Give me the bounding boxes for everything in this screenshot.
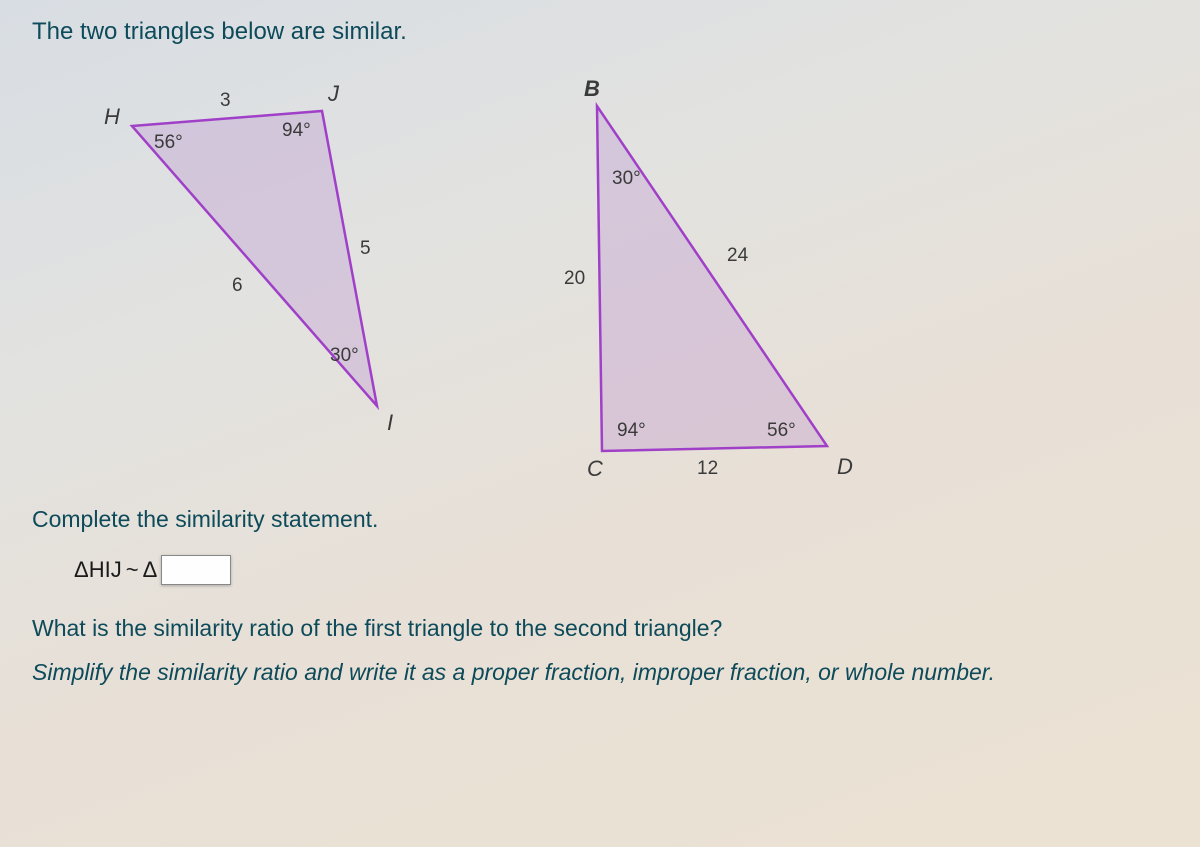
- angle-j: 94°: [282, 120, 311, 141]
- side-bd: 24: [727, 245, 749, 266]
- vertex-h: H: [104, 104, 120, 129]
- similarity-answer-input[interactable]: [161, 555, 231, 585]
- ratio-question: What is the similarity ratio of the firs…: [32, 615, 1168, 642]
- delta-hij: ΔHIJ: [74, 557, 122, 583]
- vertex-i: I: [387, 410, 393, 435]
- similarity-statement-row: ΔHIJ ~ Δ: [74, 555, 1168, 585]
- angle-d: 56°: [767, 420, 796, 441]
- side-ji: 5: [360, 238, 371, 259]
- complete-statement-prompt: Complete the similarity statement.: [32, 506, 1168, 533]
- triangle-hij: H J I 56° 94° 30° 3 5 6: [104, 81, 393, 435]
- angle-h: 56°: [154, 132, 183, 153]
- figures-area: H J I 56° 94° 30° 3 5 6 B C D 30° 94° 56…: [32, 56, 1168, 496]
- angle-i: 30°: [330, 345, 359, 366]
- side-hi: 6: [232, 275, 243, 296]
- side-bc: 20: [564, 268, 585, 289]
- angle-b: 30°: [612, 168, 641, 189]
- side-hj: 3: [220, 90, 231, 111]
- problem-statement: The two triangles below are similar.: [32, 18, 1168, 46]
- vertex-j: J: [327, 81, 340, 106]
- delta-blank-prefix: Δ: [143, 557, 158, 583]
- side-cd: 12: [697, 458, 718, 479]
- triangles-svg: H J I 56° 94° 30° 3 5 6 B C D 30° 94° 56…: [32, 56, 932, 496]
- vertex-c: C: [587, 456, 603, 481]
- tilde-symbol: ~: [126, 557, 139, 583]
- triangle-bcd: B C D 30° 94° 56° 20 12 24: [564, 76, 853, 481]
- simplify-note: Simplify the similarity ratio and write …: [32, 656, 1132, 688]
- vertex-b: B: [584, 76, 600, 101]
- angle-c: 94°: [617, 420, 646, 441]
- vertex-d: D: [837, 454, 853, 479]
- question-block: Complete the similarity statement. ΔHIJ …: [32, 506, 1168, 688]
